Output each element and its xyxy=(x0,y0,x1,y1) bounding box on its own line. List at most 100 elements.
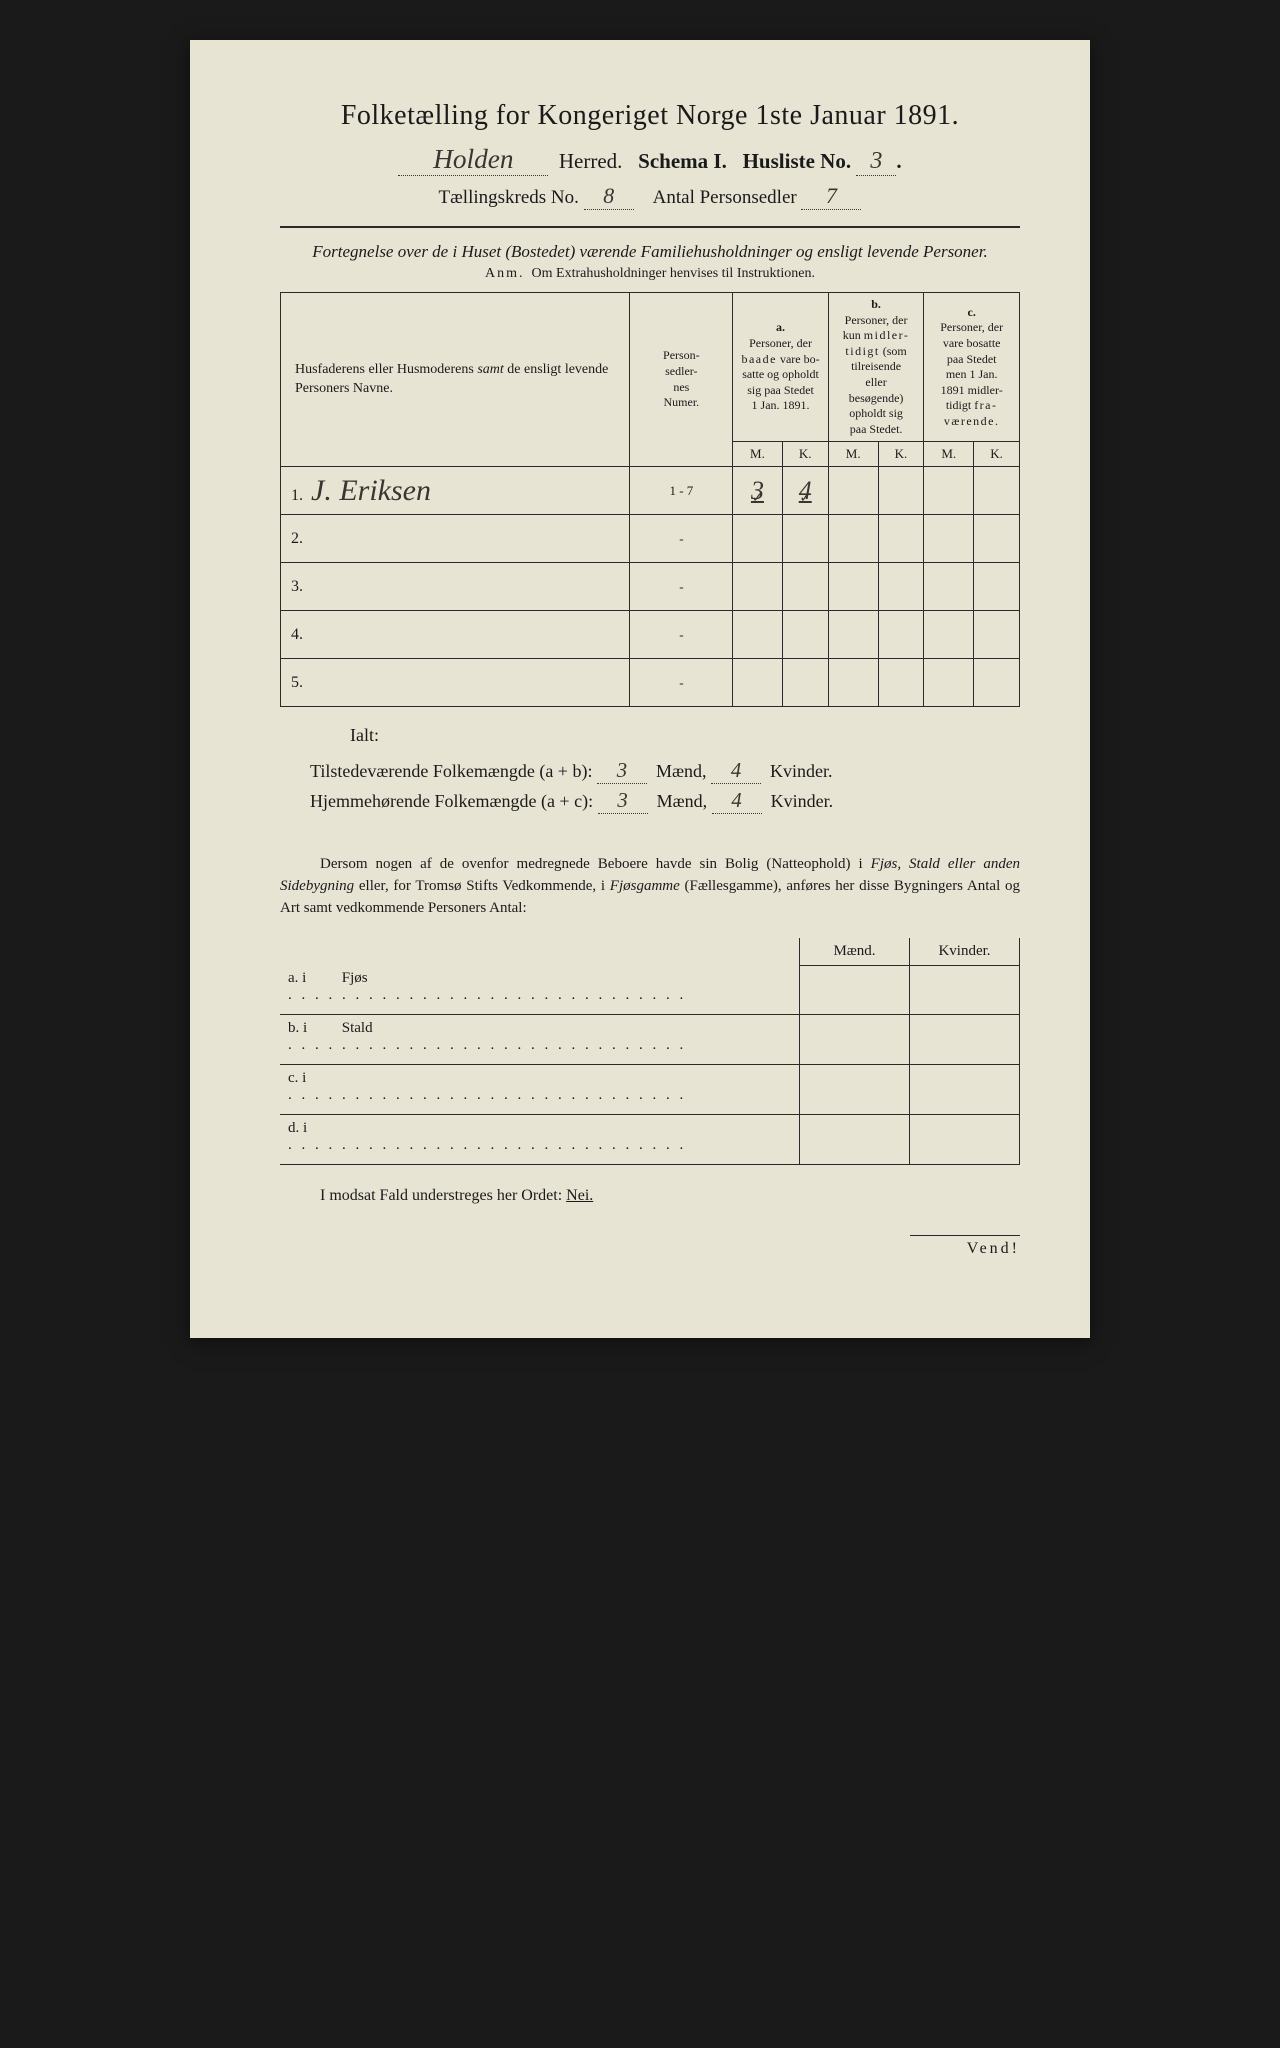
row-bm xyxy=(828,467,878,515)
divider xyxy=(280,226,1020,228)
schema-label: Schema I. xyxy=(638,149,727,173)
col-header-name: Husfaderens eller Husmoderens samt de en… xyxy=(281,293,630,467)
footer-nei: Nei. xyxy=(566,1187,593,1204)
footer-text: I modsat Fald understreges her Ordet: xyxy=(320,1187,562,1204)
table-row: 1. J. Eriksen 1 - 7 3✓ 4✓ xyxy=(281,467,1020,515)
col-a-m: M. xyxy=(733,442,782,467)
row-bk xyxy=(878,563,924,611)
row-name: 2. xyxy=(281,515,630,563)
sub-row-kvinder xyxy=(910,1065,1020,1115)
maend-label: Mænd, xyxy=(657,791,708,811)
row-am xyxy=(733,659,782,707)
kvinder-label: Kvinder. xyxy=(770,761,833,781)
col-c-m: M. xyxy=(924,442,974,467)
table-row: 2. - xyxy=(281,515,1020,563)
row-num: - xyxy=(630,659,733,707)
row-num: - xyxy=(630,515,733,563)
main-table: Husfaderens eller Husmoderens samt de en… xyxy=(280,292,1020,707)
antal-value: 7 xyxy=(801,184,861,210)
totals1-label: Tilstedeværende Folkemængde (a + b): xyxy=(310,761,592,781)
sub-row-maend xyxy=(800,1015,910,1065)
sub-row-kvinder xyxy=(910,965,1020,1015)
row-ck xyxy=(974,467,1020,515)
col-a-k: K. xyxy=(782,442,828,467)
anm-prefix: Anm. xyxy=(485,266,525,281)
census-form-page: Folketælling for Kongeriget Norge 1ste J… xyxy=(190,40,1090,1338)
row-name: 5. xyxy=(281,659,630,707)
footer-line: I modsat Fald understreges her Ordet: Ne… xyxy=(320,1187,1020,1205)
ialt-label: Ialt: xyxy=(350,725,1020,746)
row-name: 4. xyxy=(281,611,630,659)
col-header-b: b.Personer, derkun midler-tidigt (somtil… xyxy=(828,293,924,442)
totals-line-2: Hjemmehørende Folkemængde (a + c): 3 Mæn… xyxy=(310,790,1020,814)
table-row: 4. - xyxy=(281,611,1020,659)
sub-header-maend: Mænd. xyxy=(800,938,910,966)
sub-row-label: a. i Fjøs . . . . . . . . . . . . . . . … xyxy=(280,965,800,1015)
col-header-number: Person-sedler-nesNumer. xyxy=(630,293,733,467)
table-row: 5. - xyxy=(281,659,1020,707)
row-am xyxy=(733,515,782,563)
row-bk xyxy=(878,515,924,563)
row-am xyxy=(733,563,782,611)
kvinder-label: Kvinder. xyxy=(771,791,834,811)
row-cm xyxy=(924,563,974,611)
row-name: 3. xyxy=(281,563,630,611)
row-bk xyxy=(878,467,924,515)
row-ck xyxy=(974,659,1020,707)
header-line-2: Holden Herred. Schema I. Husliste No. 3. xyxy=(280,144,1020,176)
sub-header-kvinder: Kvinder. xyxy=(910,938,1020,966)
anm-text: Om Extrahusholdninger henvises til Instr… xyxy=(532,266,815,281)
husliste-label: Husliste No. xyxy=(743,149,852,173)
row-num: 1 - 7 xyxy=(630,467,733,515)
sub-row-maend xyxy=(800,1115,910,1165)
row-num: - xyxy=(630,611,733,659)
page-title: Folketælling for Kongeriget Norge 1ste J… xyxy=(280,100,1020,132)
totals1-m: 3 xyxy=(597,760,647,784)
totals2-k: 4 xyxy=(712,790,762,814)
sub-row-label: b. i Stald . . . . . . . . . . . . . . .… xyxy=(280,1015,800,1065)
sub-row-kvinder xyxy=(910,1115,1020,1165)
row-ck xyxy=(974,515,1020,563)
sub-row-maend xyxy=(800,1065,910,1115)
col-c-k: K. xyxy=(974,442,1020,467)
row-bm xyxy=(828,563,878,611)
sub-table: Mænd. Kvinder. a. i Fjøs . . . . . . . .… xyxy=(280,938,1020,1166)
row-ak xyxy=(782,515,828,563)
row-ak xyxy=(782,611,828,659)
sub-row-kvinder xyxy=(910,1015,1020,1065)
row-cm xyxy=(924,611,974,659)
annotation-line: Anm. Om Extrahusholdninger henvises til … xyxy=(280,266,1020,282)
totals2-label: Hjemmehørende Folkemængde (a + c): xyxy=(310,791,593,811)
row-num: - xyxy=(630,563,733,611)
row-bm xyxy=(828,611,878,659)
header-line-3: Tællingskreds No. 8 Antal Personsedler 7 xyxy=(280,184,1020,210)
herred-label: Herred. xyxy=(559,149,623,173)
maend-label: Mænd, xyxy=(656,761,707,781)
col-b-k: K. xyxy=(878,442,924,467)
row-bk xyxy=(878,611,924,659)
herred-value: Holden xyxy=(398,144,548,176)
sub-row-label: d. i . . . . . . . . . . . . . . . . . .… xyxy=(280,1115,800,1165)
row-am: 3✓ xyxy=(733,467,782,515)
totals2-m: 3 xyxy=(598,790,648,814)
row-bm xyxy=(828,515,878,563)
subtitle: Fortegnelse over de i Huset (Bostedet) v… xyxy=(280,242,1020,262)
totals-line-1: Tilstedeværende Folkemængde (a + b): 3 M… xyxy=(310,760,1020,784)
table-row: 3. - xyxy=(281,563,1020,611)
row-am xyxy=(733,611,782,659)
husliste-value: 3 xyxy=(856,147,896,176)
sub-row-maend xyxy=(800,965,910,1015)
kreds-value: 8 xyxy=(584,184,634,210)
kreds-label: Tællingskreds No. xyxy=(439,187,579,208)
sub-row-label: c. i . . . . . . . . . . . . . . . . . .… xyxy=(280,1065,800,1115)
row-cm xyxy=(924,659,974,707)
row-ck xyxy=(974,611,1020,659)
building-paragraph: Dersom nogen af de ovenfor medregnede Be… xyxy=(280,854,1020,919)
row-ak: 4✓ xyxy=(782,467,828,515)
totals1-k: 4 xyxy=(711,760,761,784)
col-b-m: M. xyxy=(828,442,878,467)
row-ak xyxy=(782,563,828,611)
row-bm xyxy=(828,659,878,707)
row-ak xyxy=(782,659,828,707)
row-name: 1. J. Eriksen xyxy=(281,467,630,515)
